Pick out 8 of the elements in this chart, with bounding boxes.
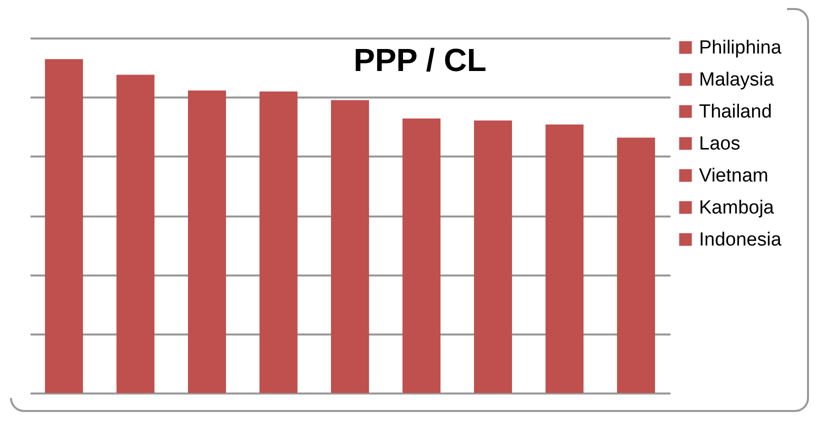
legend-label: Kamboja [699, 198, 774, 218]
legend-label: Thailand [699, 102, 772, 122]
legend-label: Philiphina [699, 38, 782, 58]
legend-label: Malaysia [699, 70, 774, 90]
chart-title: PPP / CL [354, 42, 486, 78]
legend-label: Vietnam [699, 166, 768, 186]
legend-label: Indonesia [699, 230, 782, 250]
legend-label: Laos [699, 134, 740, 154]
